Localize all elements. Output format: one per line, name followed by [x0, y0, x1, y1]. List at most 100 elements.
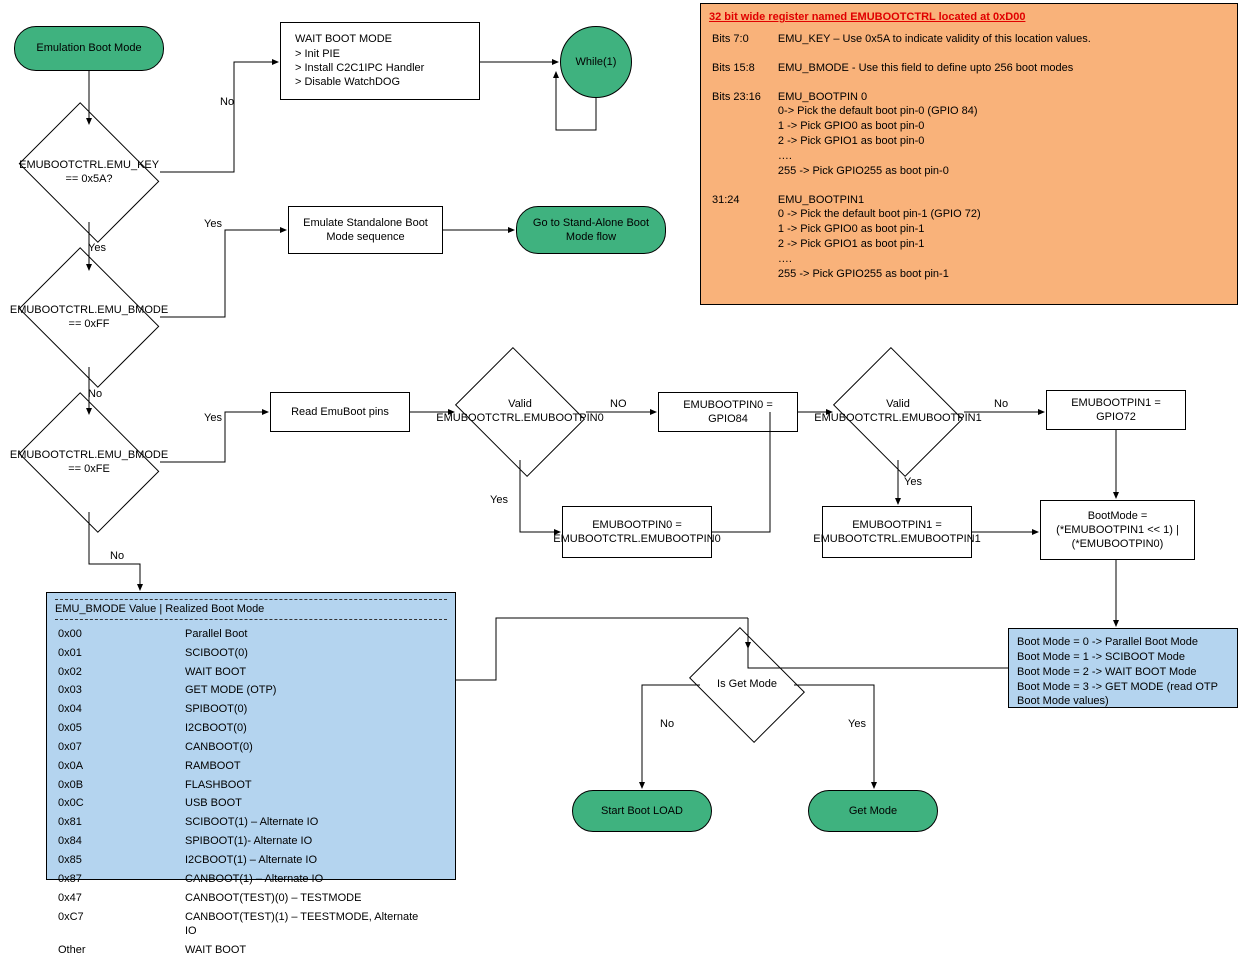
get-mode-text: Get Mode: [849, 804, 897, 818]
decision-valid-pin1-text: Valid EMUBOOTCTRL.EMUBOOTPIN1: [810, 398, 985, 426]
boot-mode-line: Boot Mode = 0 -> Parallel Boot Mode: [1017, 635, 1229, 650]
bmode-value: 0x47: [57, 890, 182, 907]
boot-mode-line: Boot Mode = 3 -> GET MODE (read OTP Boot…: [1017, 680, 1229, 710]
register-field-desc: EMU_BOOTPIN 0 0-> Pick the default boot …: [777, 89, 1105, 180]
bmode-desc: Parallel Boot: [184, 626, 445, 643]
bmode-table: 0x00Parallel Boot0x01SCIBOOT(0)0x02WAIT …: [55, 624, 447, 961]
goto-standalone-text: Go to Stand-Alone Boot Mode flow: [521, 216, 661, 245]
bmode-value: 0x02: [57, 664, 182, 681]
bootmode-calc-text: BootMode = (*EMUBOOTPIN1 << 1) | (*EMUBO…: [1045, 509, 1190, 552]
boot-modes-box: Boot Mode = 0 -> Parallel Boot ModeBoot …: [1008, 628, 1238, 708]
pin1-ctrl-process: EMUBOOTPIN1 = EMUBOOTCTRL.EMUBOOTPIN1: [822, 506, 972, 558]
bmode-value: 0x85: [57, 852, 182, 869]
edge-label-yes: Yes: [490, 494, 508, 506]
bmode-table-box: EMU_BMODE Value | Realized Boot Mode 0x0…: [46, 592, 456, 880]
bmode-value: 0x81: [57, 814, 182, 831]
pin0-gpio84-text: EMUBOOTPIN0 = GPIO84: [663, 398, 793, 427]
edge-label-no: No: [220, 96, 234, 108]
goto-standalone-terminal: Go to Stand-Alone Boot Mode flow: [516, 206, 666, 254]
decision-valid-pin0: Valid EMUBOOTCTRL.EMUBOOTPIN0: [470, 372, 570, 452]
bmode-desc: CANBOOT(TEST)(0) – TESTMODE: [184, 890, 445, 907]
bmode-desc: SPIBOOT(1)- Alternate IO: [184, 833, 445, 850]
emulate-standalone-process: Emulate Standalone Boot Mode sequence: [288, 206, 443, 254]
edge-label-no: No: [110, 550, 124, 562]
pin1-ctrl-text: EMUBOOTPIN1 = EMUBOOTCTRL.EMUBOOTPIN1: [813, 518, 980, 547]
bmode-value: 0x01: [57, 645, 182, 662]
bmode-value: 0xC7: [57, 909, 182, 941]
start-boot-load-terminal: Start Boot LOAD: [572, 790, 712, 832]
bmode-value: 0x04: [57, 701, 182, 718]
register-field-bits: Bits 15:8: [711, 60, 775, 77]
while-text: While(1): [576, 55, 617, 69]
decision-bmode-ff: EMUBOOTCTRL.EMU_BMODE == 0xFF: [34, 275, 144, 360]
bmode-desc: RAMBOOT: [184, 758, 445, 775]
bmode-desc: USB BOOT: [184, 795, 445, 812]
bootmode-calc-process: BootMode = (*EMUBOOTPIN1 << 1) | (*EMUBO…: [1040, 500, 1195, 560]
decision-is-get-mode: Is Get Mode: [702, 650, 792, 720]
register-field-desc: EMU_BOOTPIN1 0 -> Pick the default boot …: [777, 192, 1105, 283]
bmode-value: 0x03: [57, 682, 182, 699]
bmode-desc: SPIBOOT(0): [184, 701, 445, 718]
edge-label-yes: Yes: [848, 718, 866, 730]
bmode-desc: CANBOOT(0): [184, 739, 445, 756]
bmode-value: 0x0A: [57, 758, 182, 775]
get-mode-terminal: Get Mode: [808, 790, 938, 832]
bmode-value: Other: [57, 942, 182, 959]
decision-emu-key: EMUBOOTCTRL.EMU_KEY == 0x5A?: [34, 130, 144, 215]
register-field-desc: EMU_BMODE - Use this field to define upt…: [777, 60, 1105, 77]
decision-is-get-mode-text: Is Get Mode: [713, 678, 781, 692]
decision-bmode-fe-text: EMUBOOTCTRL.EMU_BMODE == 0xFE: [6, 449, 172, 477]
bmode-table-header: EMU_BMODE Value | Realized Boot Mode: [55, 599, 447, 620]
register-info-table: Bits 7:0EMU_KEY – Use 0x5A to indicate v…: [709, 29, 1107, 295]
register-field-bits: Bits 7:0: [711, 31, 775, 48]
bmode-desc: I2CBOOT(1) – Alternate IO: [184, 852, 445, 869]
bmode-desc: SCIBOOT(0): [184, 645, 445, 662]
bmode-value: 0x00: [57, 626, 182, 643]
bmode-value: 0x05: [57, 720, 182, 737]
bmode-value: 0x84: [57, 833, 182, 850]
wait-boot-process: WAIT BOOT MODE > Init PIE > Install C2C1…: [280, 22, 480, 100]
edge-label-yes: Yes: [204, 218, 222, 230]
register-info-box: 32 bit wide register named EMUBOOTCTRL l…: [700, 3, 1238, 305]
register-field-bits: 31:24: [711, 192, 775, 283]
edge-label-yes: Yes: [88, 242, 106, 254]
edge-label-no: NO: [610, 398, 627, 410]
read-pins-process: Read EmuBoot pins: [270, 392, 410, 432]
read-pins-text: Read EmuBoot pins: [291, 405, 389, 419]
pin0-ctrl-text: EMUBOOTPIN0 = EMUBOOTCTRL.EMUBOOTPIN0: [553, 518, 720, 547]
edge-label-no: No: [88, 388, 102, 400]
bmode-desc: WAIT BOOT: [184, 664, 445, 681]
bmode-desc: GET MODE (OTP): [184, 682, 445, 699]
while-loop: While(1): [560, 26, 632, 98]
edge-label-yes: Yes: [204, 412, 222, 424]
wait-boot-text: WAIT BOOT MODE > Init PIE > Install C2C1…: [295, 32, 424, 89]
pin0-ctrl-process: EMUBOOTPIN0 = EMUBOOTCTRL.EMUBOOTPIN0: [562, 506, 712, 558]
start-label: Emulation Boot Mode: [36, 41, 141, 55]
boot-mode-line: Boot Mode = 1 -> SCIBOOT Mode: [1017, 650, 1229, 665]
edge-label-yes: Yes: [904, 476, 922, 488]
bmode-value: 0x07: [57, 739, 182, 756]
boot-modes-lines: Boot Mode = 0 -> Parallel Boot ModeBoot …: [1017, 635, 1229, 709]
decision-valid-pin0-text: Valid EMUBOOTCTRL.EMUBOOTPIN0: [432, 398, 607, 426]
edge-label-no: No: [994, 398, 1008, 410]
register-field-bits: Bits 23:16: [711, 89, 775, 180]
decision-bmode-ff-text: EMUBOOTCTRL.EMU_BMODE == 0xFF: [6, 304, 172, 332]
bmode-value: 0x87: [57, 871, 182, 888]
bmode-desc: SCIBOOT(1) – Alternate IO: [184, 814, 445, 831]
start-boot-load-text: Start Boot LOAD: [601, 804, 683, 818]
register-field-desc: EMU_KEY – Use 0x5A to indicate validity …: [777, 31, 1105, 48]
pin1-gpio72-text: EMUBOOTPIN1 = GPIO72: [1051, 396, 1181, 425]
register-info-title: 32 bit wide register named EMUBOOTCTRL l…: [709, 10, 1229, 25]
decision-emu-key-text: EMUBOOTCTRL.EMU_KEY == 0x5A?: [15, 159, 163, 187]
bmode-desc: FLASHBOOT: [184, 777, 445, 794]
boot-mode-line: Boot Mode = 2 -> WAIT BOOT Mode: [1017, 665, 1229, 680]
bmode-desc: I2CBOOT(0): [184, 720, 445, 737]
bmode-desc: CANBOOT(1) – Alternate IO: [184, 871, 445, 888]
decision-valid-pin1: Valid EMUBOOTCTRL.EMUBOOTPIN1: [848, 372, 948, 452]
emulate-standalone-text: Emulate Standalone Boot Mode sequence: [293, 216, 438, 245]
bmode-value: 0x0B: [57, 777, 182, 794]
start-terminal: Emulation Boot Mode: [14, 26, 164, 71]
edge-label-no: No: [660, 718, 674, 730]
decision-bmode-fe: EMUBOOTCTRL.EMU_BMODE == 0xFE: [34, 420, 144, 505]
bmode-desc: CANBOOT(TEST)(1) – TEESTMODE, Alternate …: [184, 909, 445, 941]
